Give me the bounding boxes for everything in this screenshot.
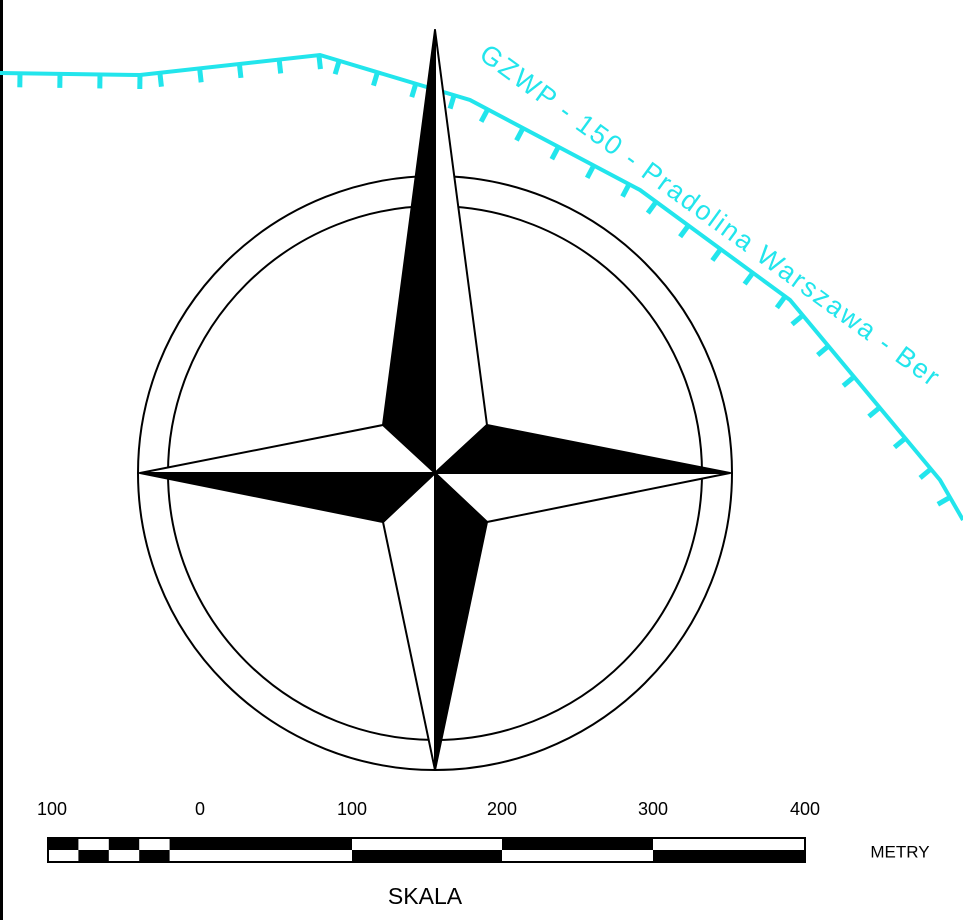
boundary-hatch (409, 83, 419, 98)
boundary-hatch (892, 436, 907, 450)
scale-label: 100 (337, 799, 367, 819)
scale-cell (139, 850, 170, 862)
boundary-hatch (936, 495, 952, 507)
scale-unit: METRY (870, 842, 929, 861)
boundary-hatch (867, 405, 882, 419)
scale-label: 300 (638, 799, 668, 819)
scale-cell (78, 850, 109, 862)
boundary-hatch (790, 313, 805, 327)
north-left (382, 29, 436, 474)
boundary-hatch (645, 200, 659, 215)
boundary-hatch (816, 344, 831, 357)
boundary-hatch (236, 63, 244, 79)
boundary-line (0, 52, 963, 521)
boundary-hatch (316, 54, 323, 70)
boundary-hatch (774, 294, 788, 310)
boundary-hatch (584, 164, 596, 180)
boundary-hatch (918, 467, 933, 480)
boundary-hatch (197, 68, 204, 83)
boundary-hatch (447, 94, 457, 110)
scale-cell (653, 850, 805, 862)
compass-rose (137, 29, 733, 771)
scale-cell (502, 838, 653, 850)
boundary-hatch (841, 374, 856, 388)
east-upper (434, 424, 731, 474)
boundary-hatch (742, 271, 755, 286)
scale-outline (47, 837, 806, 863)
west-lower (139, 472, 436, 523)
south-left (382, 472, 436, 771)
scale-bar: 100 0 100 200 300 400 (37, 799, 820, 863)
boundary-hatch (620, 183, 632, 198)
aquifer-boundary (0, 52, 963, 521)
scale-cell (108, 838, 140, 850)
west-upper (139, 424, 436, 474)
frame-edge (0, 0, 3, 920)
boundary-hatch (514, 126, 526, 142)
scale-cell (352, 850, 502, 862)
scale-label: 200 (487, 799, 517, 819)
south-right (434, 472, 488, 771)
boundary-hatch (710, 247, 723, 262)
boundary-hatch (157, 72, 164, 87)
scale-cell (169, 838, 200, 850)
scale-label: 0 (195, 799, 205, 819)
boundary-label: GZWP - 150 - Pradolina Warszawa - Ber (474, 38, 945, 391)
scale-label: 100 (37, 799, 67, 819)
boundary-hatch (678, 224, 691, 239)
scale-cell (200, 838, 352, 850)
scale-cell (48, 838, 79, 850)
scale-title: SKALA (388, 883, 463, 909)
boundary-hatch (276, 59, 284, 74)
boundary-hatch (371, 71, 380, 87)
scale-label: 400 (790, 799, 820, 819)
boundary-hatch (478, 108, 490, 123)
boundary-hatch (549, 145, 561, 161)
boundary-hatch (332, 60, 342, 75)
